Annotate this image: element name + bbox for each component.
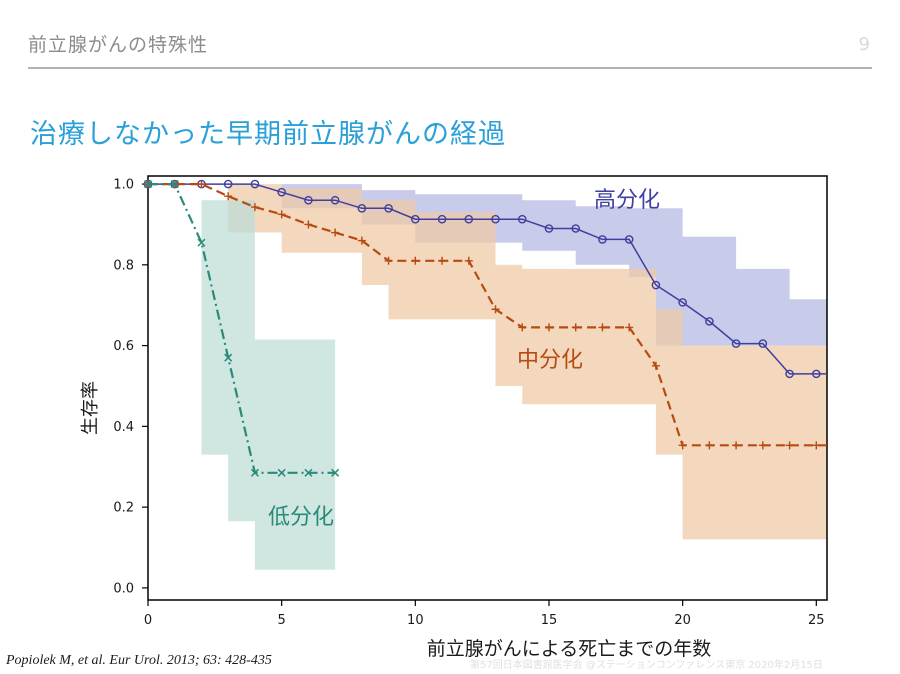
data-point-moderate [812,441,821,450]
series-label-moderate: 中分化 [517,348,583,373]
data-point-moderate [357,236,366,245]
survival-curve-poor [148,183,336,474]
data-point-well [250,179,260,189]
data-point-well [651,280,661,290]
series-label-well: 高分化 [594,188,660,213]
data-point-moderate [678,441,687,450]
x-tick-label: 25 [808,613,825,628]
data-point-moderate [438,256,447,265]
series-label-poor: 低分化 [268,505,334,530]
data-point-moderate [705,441,714,450]
plot-frame [147,175,828,601]
data-point-well [464,214,474,224]
header-divider [28,67,872,69]
survival-curves [143,179,827,477]
data-point-moderate [518,323,527,332]
data-point-poor [250,468,259,477]
data-point-well [411,214,420,224]
data-point-moderate [197,180,206,189]
data-point-well [705,317,714,326]
data-point-well [731,339,741,348]
x-axis-label: 前立腺がんによる死亡までの年数 [427,638,711,660]
data-point-poor [304,468,313,477]
data-point-poor [277,468,286,477]
data-point-moderate [384,256,393,265]
data-point-well [330,195,340,205]
data-point-well [277,187,286,197]
data-point-well [571,224,581,233]
data-point-moderate [464,256,473,265]
y-tick-label: 0.2 [113,501,134,516]
data-point-well [357,204,367,213]
data-point-poor [170,180,179,189]
data-point-moderate [250,203,259,212]
data-point-well [304,195,313,205]
data-point-moderate [491,305,500,314]
data-point-poor [197,238,206,247]
data-point-well [437,214,447,224]
data-point-moderate [277,210,286,219]
data-point-moderate [758,441,767,450]
data-point-moderate [411,256,420,265]
data-point-moderate [785,441,794,450]
y-axis-label: 生存率 [80,381,101,435]
data-point-moderate [224,192,233,201]
y-tick-label: 1.0 [113,178,134,193]
data-point-well [758,339,768,348]
data-point-moderate [732,441,741,450]
data-point-well [812,369,821,379]
data-point-well [544,224,554,233]
data-point-well [223,179,233,189]
y-tick-label: 0.4 [113,420,134,435]
x-tick-label: 5 [278,613,286,628]
data-point-poor [224,353,233,362]
confidence-band-moderate [148,184,827,540]
confidence-bands [148,184,827,570]
data-point-moderate [598,323,607,332]
x-tick-label: 15 [541,613,558,628]
data-point-well [678,298,687,307]
slide-title: 治療しなかった早期前立腺がんの経過 [30,119,506,150]
data-point-poor [143,180,153,189]
data-point-well [598,235,607,244]
y-tick-label: 0.6 [113,339,134,354]
axes: 0 5 10 15 20 25 0.0 0.2 0.4 0.6 0.8 1.0 [113,178,824,628]
confidence-band-well [148,184,827,346]
x-tick-label: 20 [674,613,691,628]
footer-note: 第57回日本図書館医学会 @ステーションコンファレンス東京 2020年2月15日 [470,660,823,671]
data-point-moderate [571,323,580,332]
x-tick-label: 10 [407,613,424,628]
x-tick-label: 0 [144,613,152,628]
data-point-poor [331,468,340,477]
section-title: 前立腺がんの特殊性 [28,34,209,56]
data-point-moderate [544,323,553,332]
data-point-well [624,235,634,244]
y-tick-label: 0.8 [113,258,134,273]
citation: Popiolek M, et al. Eur Urol. 2013; 63: 4… [6,653,272,668]
data-point-well [785,369,794,379]
y-tick-label: 0.0 [113,581,134,596]
data-point-well [384,204,393,213]
survival-curve-well [148,183,827,375]
data-point-moderate [304,220,313,229]
data-point-well [517,214,527,224]
data-point-well [491,214,500,224]
data-point-moderate [625,323,634,332]
data-point-moderate [331,228,340,237]
page-number: 9 [858,34,870,55]
data-point-moderate [651,361,660,370]
